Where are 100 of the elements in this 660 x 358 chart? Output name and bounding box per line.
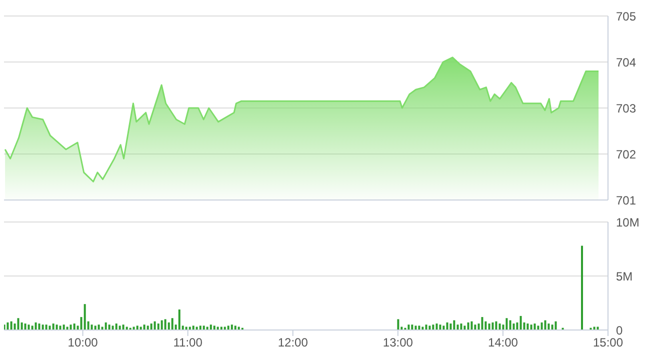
x-tick-label: 15:00: [592, 336, 624, 350]
bar: [234, 326, 236, 330]
bar: [516, 322, 518, 330]
bar: [52, 324, 54, 330]
bar: [554, 321, 557, 330]
bar: [540, 322, 543, 330]
bar: [45, 324, 48, 330]
bar: [118, 326, 121, 330]
bar: [28, 324, 30, 330]
bar: [164, 319, 166, 330]
x-tick-label: 13:00: [382, 336, 414, 350]
y-tick-label: 701: [616, 193, 636, 208]
bar: [453, 320, 456, 330]
bar: [506, 318, 508, 330]
bar: [498, 324, 501, 330]
bar: [48, 326, 51, 330]
bar: [213, 326, 216, 330]
bar: [495, 321, 498, 330]
bar: [544, 320, 546, 330]
bar: [481, 317, 484, 330]
bar: [537, 326, 540, 330]
bar: [456, 324, 459, 330]
bar: [143, 324, 146, 330]
bar: [90, 324, 93, 330]
y-tick-label: 703: [616, 101, 636, 116]
bar: [411, 324, 414, 330]
bar: [425, 324, 428, 330]
bar: [470, 321, 473, 330]
bar: [509, 320, 512, 330]
bar: [56, 324, 58, 330]
bar: [408, 324, 410, 330]
bar: [73, 324, 76, 330]
bar: [414, 326, 417, 330]
bar: [160, 320, 163, 330]
x-tick-label: 11:00: [173, 336, 203, 350]
bar: [199, 326, 202, 330]
bar: [512, 324, 515, 330]
bar: [488, 324, 490, 330]
x-tick-label: 14:00: [488, 336, 518, 350]
bar: [439, 324, 442, 330]
bar: [62, 324, 65, 330]
bar: [446, 322, 448, 330]
bar: [474, 324, 476, 330]
bar: [442, 326, 445, 330]
bar: [520, 316, 522, 330]
bar: [464, 326, 466, 330]
bar: [115, 324, 118, 330]
bar: [112, 326, 114, 330]
bar: [548, 324, 550, 330]
bar: [526, 324, 529, 330]
bar: [534, 324, 536, 330]
bar: [20, 322, 23, 330]
bar: [94, 326, 96, 330]
bar: [171, 318, 174, 330]
bar: [168, 322, 170, 330]
bar: [34, 322, 37, 330]
bar: [484, 321, 487, 330]
bar: [42, 324, 44, 330]
bar: [17, 318, 20, 330]
bar: [581, 246, 584, 330]
bar: [530, 324, 532, 330]
bar: [436, 324, 438, 330]
bar: [202, 326, 205, 330]
bar: [432, 324, 434, 330]
bar: [59, 326, 62, 330]
y-tick-label: 702: [616, 147, 636, 162]
bar: [24, 324, 26, 330]
bar: [154, 321, 156, 330]
bar: [428, 326, 431, 330]
x-tick-label: 10:00: [68, 336, 98, 350]
bar: [492, 322, 494, 330]
y-tick-label: 10M: [616, 215, 640, 230]
bar: [136, 326, 138, 330]
bar: [10, 321, 12, 330]
bar: [84, 304, 86, 330]
bar: [418, 326, 420, 330]
bar: [178, 309, 180, 330]
bar: [70, 324, 72, 330]
bar: [450, 324, 452, 330]
bar: [230, 324, 233, 330]
y-tick-label: 0: [616, 323, 623, 338]
bar: [146, 326, 149, 330]
bar: [551, 324, 554, 330]
bar: [397, 319, 400, 330]
bar: [98, 324, 100, 330]
bar: [192, 326, 194, 330]
y-tick-label: 5M: [616, 269, 633, 284]
bar: [467, 322, 470, 330]
bar: [38, 324, 40, 330]
bar: [122, 324, 124, 330]
bar: [157, 324, 160, 330]
bar: [460, 324, 462, 330]
bar: [210, 324, 212, 330]
bar: [150, 324, 152, 330]
x-tick-label: 12:00: [278, 336, 308, 350]
bar: [104, 322, 107, 330]
y-tick-label: 705: [616, 9, 636, 24]
y-tick-label: 704: [616, 55, 636, 70]
bar: [108, 324, 110, 330]
bar: [227, 326, 230, 330]
